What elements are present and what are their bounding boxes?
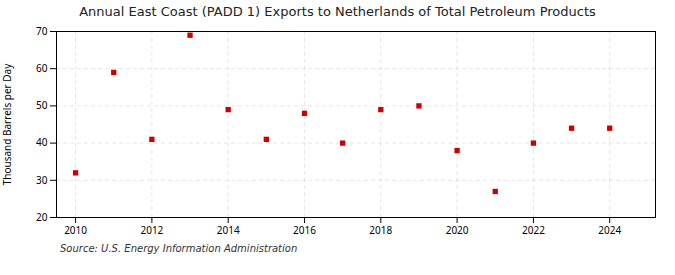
svg-text:30: 30 xyxy=(36,173,48,187)
svg-text:Thousand Barrels per Day: Thousand Barrels per Day xyxy=(0,63,14,186)
svg-text:2014: 2014 xyxy=(217,223,240,237)
svg-text:40: 40 xyxy=(36,135,48,149)
svg-text:2024: 2024 xyxy=(598,223,621,237)
svg-text:2012: 2012 xyxy=(140,223,163,237)
svg-text:70: 70 xyxy=(36,24,48,38)
svg-text:60: 60 xyxy=(36,61,48,75)
html-text:Source: U.S. Energy Informatio: Source: U.S. Energy Information Administ… xyxy=(60,243,298,254)
svg-text:50: 50 xyxy=(36,98,48,112)
svg-text:2022: 2022 xyxy=(522,223,545,237)
svg-text:20: 20 xyxy=(36,210,48,224)
svg-text:2016: 2016 xyxy=(293,223,316,237)
svg-text:2018: 2018 xyxy=(369,223,392,237)
html-text:Annual East Coast (PADD 1) Exp: Annual East Coast (PADD 1) Exports to Ne… xyxy=(79,4,596,19)
svg-text:2010: 2010 xyxy=(64,223,87,237)
svg-text:2020: 2020 xyxy=(446,223,469,237)
